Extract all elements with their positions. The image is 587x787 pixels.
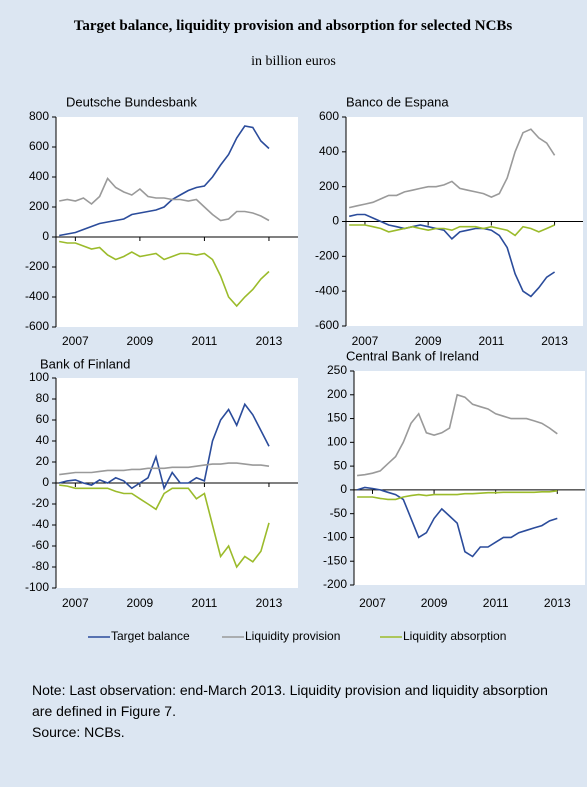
x-tick-label: 2009 — [127, 596, 154, 610]
x-tick-label: 2013 — [541, 334, 568, 348]
y-tick-label: -20 — [32, 496, 50, 510]
y-tick-label: -80 — [32, 559, 50, 573]
series-line — [357, 393, 558, 477]
y-tick-label: 0 — [42, 475, 49, 489]
y-tick-label: 600 — [29, 139, 49, 153]
series-line — [349, 224, 555, 237]
series-line — [59, 484, 270, 569]
plot-area — [354, 371, 585, 585]
x-tick-label: 2009 — [127, 334, 154, 348]
y-tick-label: -200 — [315, 249, 339, 263]
x-tick-label: 2011 — [192, 596, 218, 610]
chart-title: Central Bank of Ireland — [346, 348, 479, 363]
y-tick-label: 400 — [29, 169, 49, 183]
chart-title: Banco de Espana — [346, 94, 449, 109]
x-tick-label: 2013 — [256, 334, 283, 348]
y-tick-label: 60 — [36, 412, 50, 426]
x-tick-label: 2007 — [352, 334, 379, 348]
series-line — [349, 128, 556, 209]
y-tick-label: 200 — [319, 179, 339, 193]
series-line — [59, 240, 270, 308]
y-tick-label: -200 — [25, 259, 49, 273]
y-tick-label: -400 — [315, 283, 339, 297]
legend-label: Target balance — [111, 629, 190, 643]
x-tick-label: 2009 — [421, 596, 448, 610]
y-tick-label: 250 — [327, 363, 347, 377]
x-tick-label: 2007 — [62, 596, 89, 610]
y-tick-label: 600 — [319, 109, 339, 123]
x-tick-label: 2007 — [62, 334, 89, 348]
y-tick-label: 800 — [29, 109, 49, 123]
y-tick-label: 40 — [36, 433, 50, 447]
y-tick-label: 100 — [29, 370, 49, 384]
chart-title: Deutsche Bundesbank — [66, 94, 197, 109]
y-tick-label: 200 — [29, 199, 49, 213]
series-line — [59, 125, 270, 237]
series-line — [356, 486, 558, 558]
y-tick-label: -200 — [323, 577, 347, 591]
x-tick-label: 2013 — [256, 596, 283, 610]
y-tick-label: -100 — [323, 530, 347, 544]
y-tick-label: 0 — [42, 229, 49, 243]
y-tick-label: -100 — [25, 580, 49, 594]
x-tick-label: 2013 — [544, 596, 571, 610]
y-tick-label: 150 — [327, 411, 347, 425]
chart-title: Bank of Finland — [40, 356, 130, 371]
page-subtitle: in billion euros — [251, 54, 336, 69]
y-tick-label: 50 — [334, 458, 348, 472]
series-line — [59, 177, 270, 222]
y-tick-label: 20 — [36, 454, 50, 468]
note-block: Note: Last observation: end-March 2013. … — [32, 680, 562, 743]
series-line — [58, 402, 270, 491]
series-line — [59, 462, 270, 476]
y-tick-label: -400 — [25, 289, 49, 303]
y-tick-label: -150 — [323, 553, 347, 567]
x-tick-label: 2009 — [415, 334, 442, 348]
series-line — [357, 490, 558, 501]
y-tick-label: -50 — [330, 506, 348, 520]
x-tick-label: 2011 — [192, 334, 218, 348]
x-tick-label: 2007 — [359, 596, 386, 610]
y-tick-label: 0 — [332, 214, 339, 228]
x-tick-label: 2011 — [478, 334, 504, 348]
x-tick-label: 2011 — [483, 596, 509, 610]
page-title: Target balance, liquidity provision and … — [73, 18, 513, 34]
y-tick-label: 400 — [319, 144, 339, 158]
plot-area — [56, 117, 298, 327]
series-line — [349, 213, 556, 298]
y-tick-label: -600 — [315, 318, 339, 332]
y-tick-label: -40 — [32, 517, 50, 531]
legend-label: Liquidity provision — [245, 629, 340, 643]
y-tick-label: 200 — [327, 387, 347, 401]
note: Note: Last observation: end-March 2013. … — [32, 682, 548, 719]
y-tick-label: -600 — [25, 319, 49, 333]
charts: Deutsche Bundesbank-600-400-200020040060… — [25, 94, 585, 643]
y-tick-label: 0 — [340, 482, 347, 496]
y-tick-label: 80 — [36, 391, 50, 405]
source: Source: NCBs. — [32, 724, 125, 740]
y-tick-label: -60 — [32, 538, 50, 552]
legend-label: Liquidity absorption — [403, 629, 506, 643]
y-tick-label: 100 — [327, 435, 347, 449]
